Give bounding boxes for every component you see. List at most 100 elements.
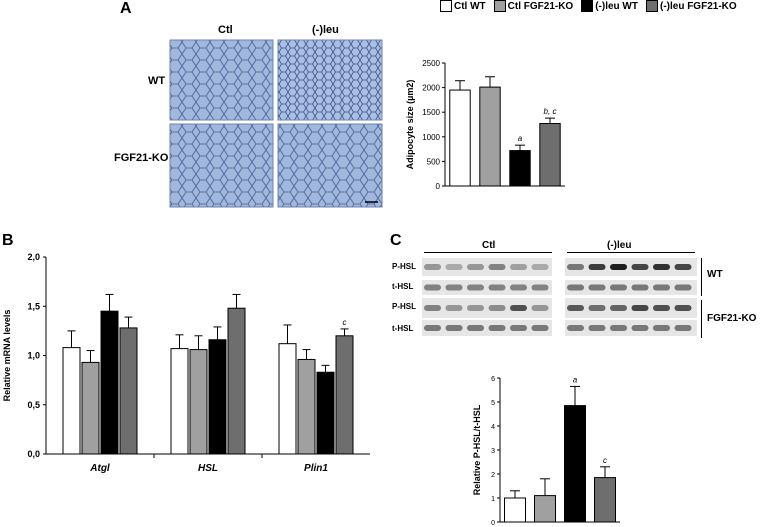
- micrograph: [277, 39, 383, 121]
- significance-label: b, c: [544, 107, 557, 116]
- category-label: Plin1: [304, 463, 328, 474]
- bar: [539, 123, 561, 187]
- blot-band: [531, 305, 549, 311]
- y-axis-label: Relative mRNA levels: [2, 310, 12, 402]
- blot-genotype-wt: WT: [707, 269, 723, 280]
- significance-label: c: [343, 318, 347, 327]
- blot-strip: [422, 320, 552, 336]
- blot-band: [567, 284, 584, 291]
- blot-band: [531, 325, 549, 331]
- y-tick-label: 1,5: [27, 301, 40, 311]
- blot-band: [510, 325, 527, 331]
- y-tick-label: 2: [491, 472, 495, 479]
- blot-band: [488, 284, 506, 291]
- blot-band: [610, 325, 627, 331]
- blot-band: [467, 284, 484, 291]
- blot-strip: [422, 280, 552, 295]
- micrograph: [169, 39, 274, 121]
- blot-band: [653, 325, 670, 331]
- legend-item: Ctl FGF21-KO: [493, 0, 573, 12]
- y-tick-label: 0,5: [27, 400, 40, 410]
- blot-band: [631, 325, 649, 331]
- blot-group-ctl: Ctl: [482, 240, 496, 251]
- blot-group-leu: (-)leu: [607, 240, 632, 251]
- blot-band: [467, 325, 484, 331]
- bar: [564, 405, 586, 523]
- y-tick-label: 5: [491, 400, 495, 407]
- category-label: Atgl: [89, 463, 110, 474]
- blot-band: [588, 325, 606, 331]
- micrograph: [169, 123, 274, 208]
- legend-swatch: [645, 0, 658, 12]
- blot-ctl-line: [424, 252, 552, 253]
- significance-label: c: [603, 456, 607, 465]
- blot-band: [424, 284, 441, 291]
- bar: [100, 310, 119, 455]
- blot-row-label: P-HSL: [392, 302, 416, 311]
- micrograph: [277, 123, 383, 208]
- y-tick-label: 1,0: [27, 351, 40, 361]
- y-tick-label: 2500: [422, 59, 440, 68]
- bar: [316, 371, 335, 455]
- blot-band: [467, 305, 484, 311]
- bar: [335, 335, 354, 455]
- blot-band: [674, 284, 692, 291]
- blot-strip: [422, 298, 552, 318]
- blot-band: [674, 264, 692, 270]
- blot-band: [631, 284, 649, 291]
- bar: [504, 497, 526, 523]
- legend-item: (-)leu FGF21-KO: [645, 0, 737, 12]
- blot-band: [653, 284, 670, 291]
- blot-band: [467, 264, 484, 270]
- blot-band: [674, 325, 692, 331]
- blot-band: [488, 305, 506, 311]
- blot-band: [610, 264, 627, 270]
- blot-band: [445, 305, 463, 311]
- y-tick-label: 4: [491, 424, 495, 431]
- y-axis-label: Adipocyte size (µm2): [405, 80, 415, 170]
- blot-band: [445, 264, 463, 270]
- blot-band: [424, 264, 441, 270]
- micrograph-col-ctl: Ctl: [218, 24, 233, 36]
- y-tick-label: 1500: [422, 108, 440, 117]
- blot-band: [610, 284, 627, 291]
- y-tick-label: 2000: [422, 84, 440, 93]
- legend: Ctl WT Ctl FGF21-KO (-)leu WT (-)leu FGF…: [440, 0, 737, 12]
- blot-band: [588, 284, 606, 291]
- bar: [534, 495, 556, 523]
- legend-label: Ctl WT: [454, 0, 486, 12]
- blot-genotype-ko: FGF21-KO: [707, 313, 757, 324]
- blot-strip: [422, 258, 552, 276]
- micrograph-row-ko: FGF21-KO: [114, 152, 169, 164]
- bar: [509, 150, 531, 187]
- y-axis-label: Relative P-HSL/t-HSL: [472, 404, 482, 495]
- blot-leu-line: [567, 252, 695, 253]
- significance-label: a: [573, 375, 578, 384]
- legend-swatch: [581, 0, 594, 12]
- bar: [81, 361, 100, 455]
- blot-band: [653, 305, 670, 311]
- blot-band: [631, 264, 649, 270]
- y-tick-label: 1: [491, 496, 495, 503]
- blot-band: [567, 325, 584, 331]
- bar: [227, 307, 246, 455]
- bar: [170, 348, 189, 455]
- bar: [62, 347, 81, 455]
- bar: [449, 89, 471, 187]
- legend-label: (-)leu FGF21-KO: [659, 0, 737, 12]
- blot-band: [531, 264, 549, 270]
- blot-row-label: t-HSL: [392, 282, 414, 291]
- blot-ko-bracket: [701, 300, 702, 338]
- panel-c-letter: C: [390, 232, 402, 249]
- bar: [479, 86, 501, 187]
- blot-strip: [565, 280, 697, 295]
- y-tick-label: 3: [491, 448, 495, 455]
- legend-swatch: [493, 0, 506, 12]
- legend-swatch: [440, 0, 452, 12]
- blot-row-label: P-HSL: [392, 262, 416, 271]
- legend-item: (-)leu WT: [581, 0, 638, 12]
- blot-band: [588, 264, 606, 270]
